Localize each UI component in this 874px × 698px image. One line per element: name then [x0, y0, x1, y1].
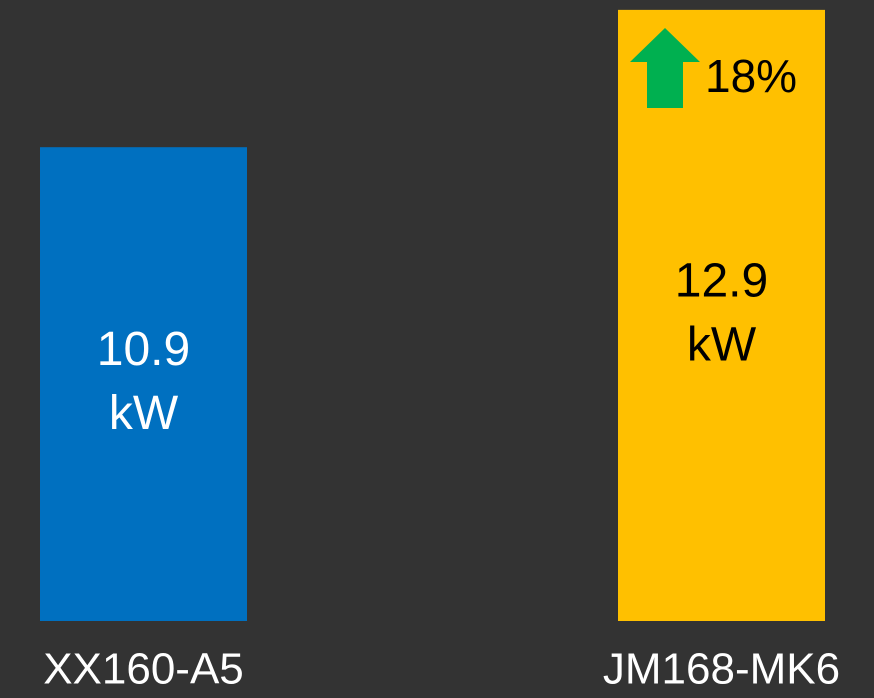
bar	[618, 9, 825, 622]
x-tick-label: JM168-MK6	[603, 645, 840, 694]
value-label: 12.9 kW	[675, 254, 768, 371]
annotation: 18%	[705, 50, 797, 102]
bar	[40, 147, 247, 621]
up-arrow	[630, 28, 700, 108]
value-label: 10.9 kW	[97, 323, 190, 440]
x-tick-label: XX160-A5	[43, 645, 244, 694]
